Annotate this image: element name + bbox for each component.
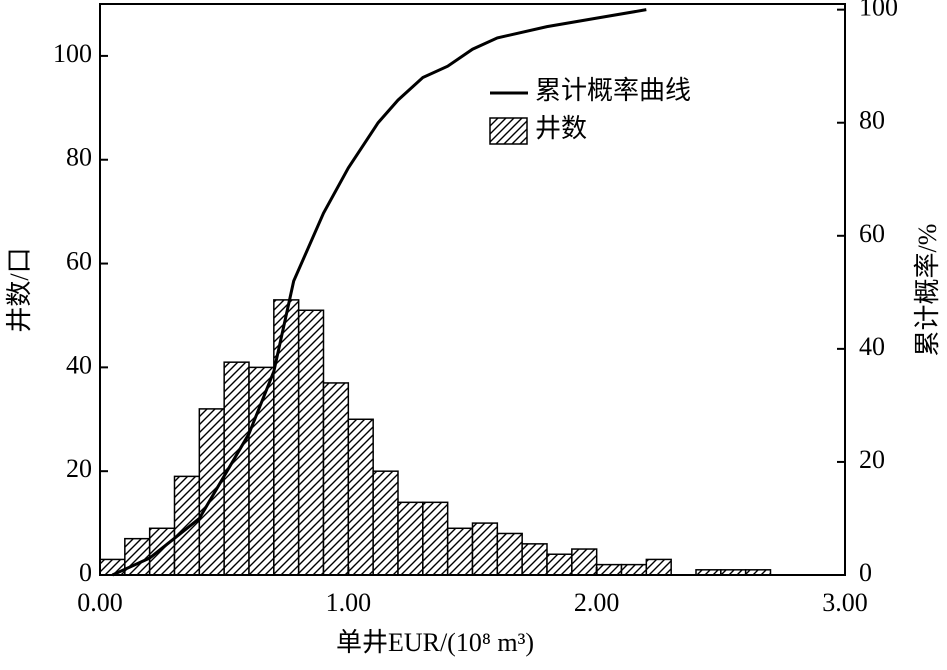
legend-swatch <box>489 117 528 145</box>
y-tick-label: 60 <box>66 247 92 276</box>
bar <box>148 527 176 576</box>
bar <box>496 532 523 576</box>
bar <box>297 309 325 576</box>
y-tick-label: 80 <box>66 143 92 172</box>
bar <box>322 382 350 576</box>
y-axis-title: 井数/口 <box>5 247 34 332</box>
cumulative-line <box>111 8 647 577</box>
x-axis-title: 单井EUR/(10⁸ m³) <box>336 628 534 657</box>
x-tick-label: 2.00 <box>574 588 620 617</box>
bar <box>546 553 573 576</box>
bar <box>471 522 499 576</box>
y2-tick-label: 0 <box>859 558 872 587</box>
y2-tick-label: 40 <box>859 332 885 361</box>
legend-label: 累计概率曲线 <box>535 76 691 105</box>
bar <box>521 543 548 576</box>
y-tick-label: 100 <box>53 39 92 68</box>
bar <box>397 501 424 576</box>
bar <box>571 548 598 576</box>
bar <box>645 558 672 576</box>
y2-tick-label: 80 <box>859 106 885 135</box>
bar <box>273 299 300 576</box>
bar <box>595 563 623 576</box>
plot-frame <box>99 3 846 576</box>
y2-tick-label: 60 <box>859 219 885 248</box>
y-tick-label: 0 <box>79 558 92 587</box>
bar <box>620 563 648 576</box>
bar <box>248 366 275 576</box>
y-tick-label: 40 <box>66 350 92 379</box>
bar <box>124 537 151 576</box>
x-tick-label: 1.00 <box>326 588 372 617</box>
x-tick-label: 0.00 <box>77 588 123 617</box>
bar <box>446 527 474 576</box>
bar <box>173 475 201 576</box>
bar <box>198 408 225 576</box>
y2-tick-label: 100 <box>859 0 898 22</box>
bar <box>422 501 449 576</box>
y-tick-label: 20 <box>66 454 92 483</box>
legend-label: 井数 <box>535 114 587 143</box>
bar <box>372 470 399 576</box>
y2-tick-label: 20 <box>859 445 885 474</box>
bar <box>347 418 374 576</box>
x-tick-label: 3.00 <box>822 588 868 617</box>
y2-axis-title: 累计概率/% <box>913 224 942 357</box>
